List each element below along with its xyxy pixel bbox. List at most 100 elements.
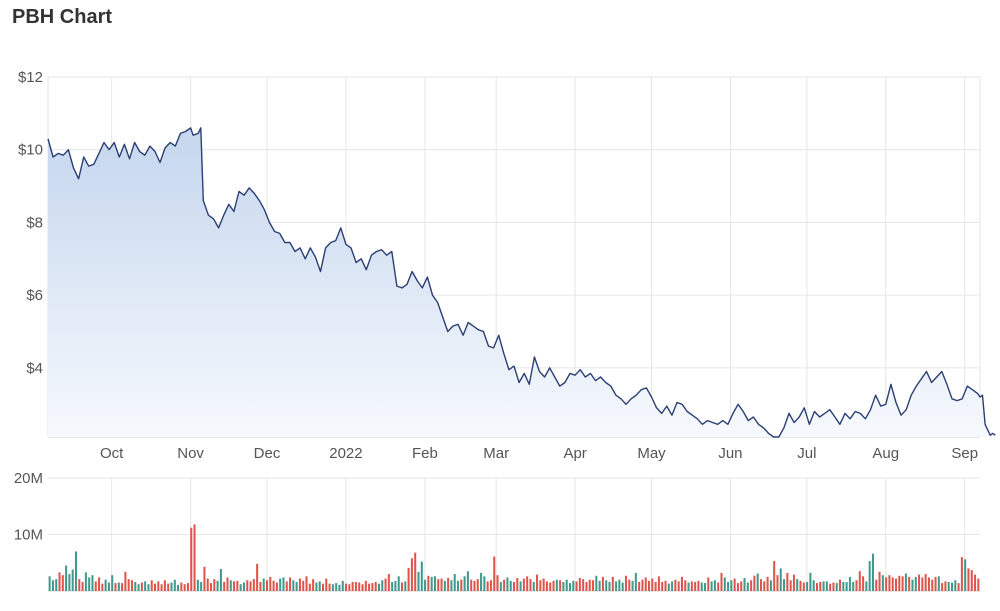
volume-bar [559,580,562,591]
axis-labels: $12 $10 $8 $6 $4 Oct Nov Dec 2022 Feb Mar Apr May Jun… [14,69,978,544]
volume-bar [384,578,387,591]
volume-bar [700,582,703,591]
volume-bar [78,579,81,591]
volume-bar [634,572,637,591]
volume-bar [193,524,196,591]
volume-bar [743,578,746,591]
volume-bar [308,583,311,591]
volume-bar [61,575,64,591]
volume-bar [769,580,772,591]
volume-bar [101,583,104,591]
volume-bar [832,582,835,591]
volume-bar [618,579,621,591]
volume-bar [285,581,288,591]
volume-bar [605,580,608,591]
volume-bar [522,578,525,591]
x-tick-label: Apr [563,445,586,462]
volume-bar [717,582,720,591]
volume-bar [575,581,578,591]
volume-bar [512,581,516,591]
volume-bar [888,575,891,591]
volume-bar [338,584,341,591]
volume-bar [783,579,786,591]
volume-bar [977,578,980,591]
volume-bar [341,580,344,591]
volume-bar [582,579,585,591]
volume-bar [265,580,269,591]
volume-bar [839,579,842,591]
volume-bar [855,580,858,591]
volume-bar [792,574,795,591]
volume-bar [190,527,193,591]
volume-bar [447,578,450,591]
volume-bar [65,565,68,591]
x-tick-label: May [637,445,666,462]
volume-bar [394,580,397,591]
volume-bar [601,576,604,592]
volume-bar [598,580,601,591]
volume-bar [641,579,644,591]
volume-bar [424,579,427,591]
volume-bar [875,579,878,591]
volume-bar [697,580,700,591]
y-tick-label: $6 [26,287,43,304]
volume-bar [667,583,670,591]
volume-bar [516,578,519,591]
volume-bar [950,582,954,591]
volume-bar [206,578,209,591]
volume-bar [91,575,94,591]
y-tick-label: $12 [18,69,43,86]
volume-bar [289,577,292,591]
volume-y-tick-label: 20M [14,470,43,487]
volume-bar [974,574,977,591]
volume-bar [51,580,54,591]
volume-bar [476,579,479,591]
volume-bar [410,558,413,591]
volume-y-tick-label: 10M [14,527,43,544]
volume-bar [252,579,255,591]
price-series-line [47,127,996,438]
volume-bar [275,582,278,591]
volume-bar [825,581,828,591]
volume-bar [852,581,855,591]
volume-bar [773,561,776,591]
volume-bar [213,579,216,591]
volume-bar [796,579,799,591]
volume-bar [532,581,535,591]
volume-bar [585,581,588,591]
volume-bar [595,575,598,591]
volume-bar [898,575,901,591]
volume-bar [354,581,357,591]
volume-bar [815,583,818,591]
volume-bar [664,580,667,591]
volume-bar [404,581,407,591]
volume-bar [321,583,325,591]
volume-bar [526,576,529,591]
volume-bar [196,579,199,591]
volume-bar [911,579,914,591]
x-tick-label: Jul [797,445,816,462]
volume-bar [440,578,443,591]
volume-bar [407,567,410,591]
volume-bar [545,581,548,591]
volume-bar [371,583,374,591]
volume-bar [249,581,252,591]
volume-bar [750,580,753,591]
volume-bar [361,584,364,591]
volume-bar [720,572,723,591]
volume-bar [835,583,838,591]
volume-bar [420,561,423,591]
volume-bar [819,581,822,591]
volume-bar [55,579,58,591]
volume-bar [121,583,124,591]
volume-bar [756,573,759,591]
volume-bar [763,581,766,591]
volume-bar [157,581,160,591]
volume-bar [684,580,687,591]
volume-bar [223,581,226,591]
volume-bar [183,584,186,591]
volume-bar [648,580,651,591]
volume-bar [845,581,848,591]
volume-bar [233,581,236,591]
